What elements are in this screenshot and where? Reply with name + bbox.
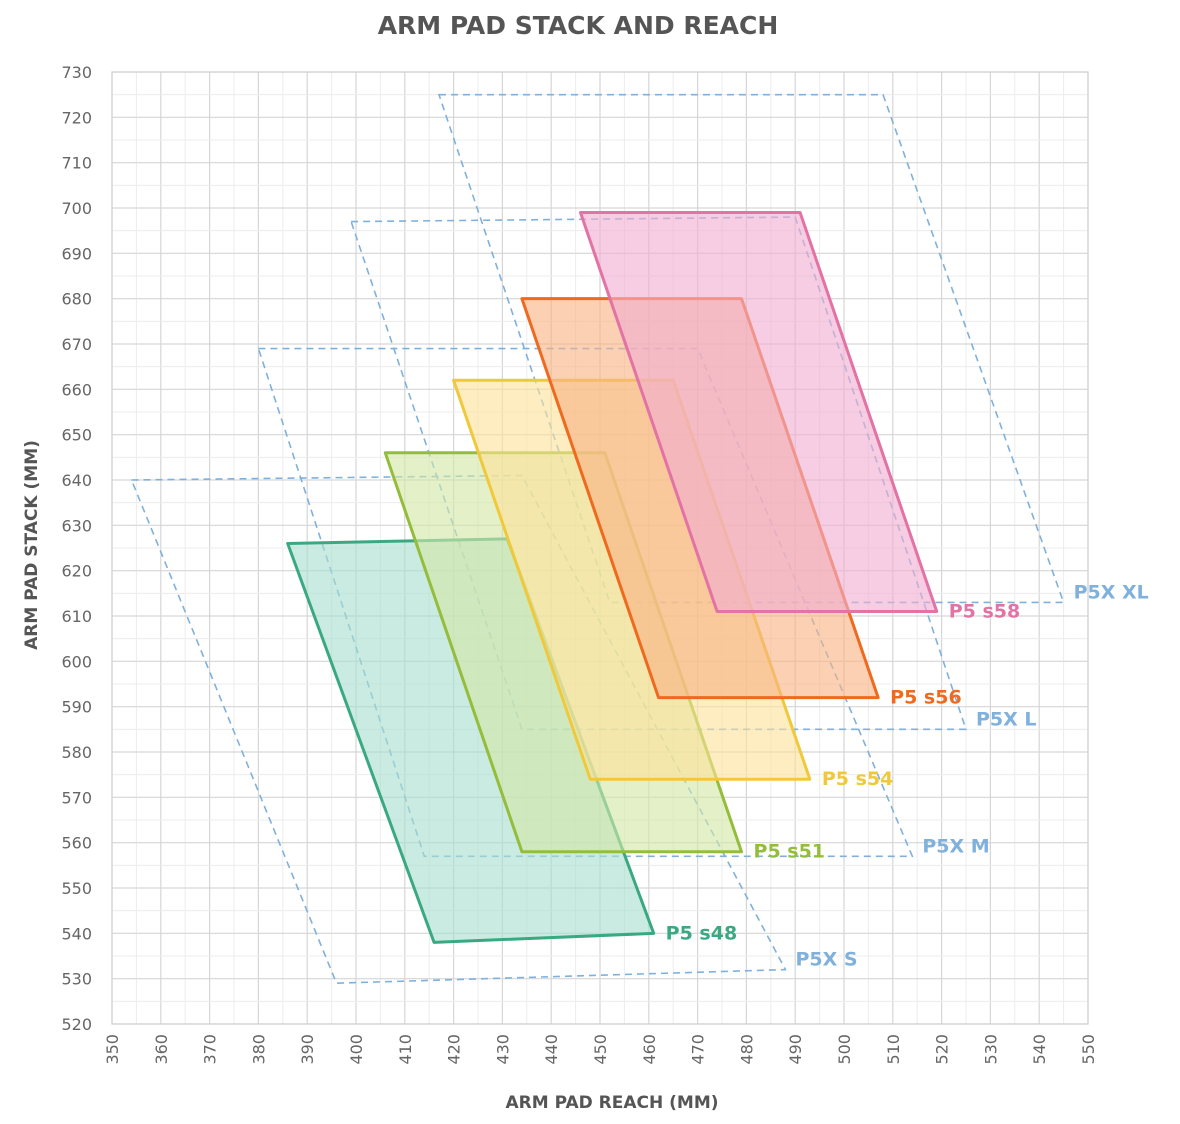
y-tick-label: 700	[61, 199, 92, 218]
y-tick-label: 530	[61, 970, 92, 989]
x-tick-label: 550	[1079, 1034, 1098, 1065]
y-tick-label: 690	[61, 244, 92, 263]
series-p5x-l	[350, 216, 968, 731]
series-label-p5x-l: P5X L	[976, 708, 1037, 730]
x-tick-label: 420	[445, 1034, 464, 1065]
x-tick-label: 450	[591, 1034, 610, 1065]
y-tick-label: 720	[61, 108, 92, 127]
series-label-p5x-xl: P5X XL	[1074, 581, 1149, 603]
x-tick-label: 490	[786, 1034, 805, 1065]
series-label-p5-s56: P5 s56	[890, 687, 962, 709]
y-tick-label: 630	[61, 516, 92, 535]
x-tick-label: 410	[396, 1034, 415, 1065]
x-tick-label: 350	[103, 1034, 122, 1065]
y-tick-label: 540	[61, 924, 92, 943]
series-label-p5-s54: P5 s54	[822, 768, 894, 790]
x-tick-label: 390	[298, 1034, 317, 1065]
x-tick-label: 480	[737, 1034, 756, 1065]
y-tick-label: 730	[61, 63, 92, 82]
x-tick-label: 520	[933, 1034, 952, 1065]
y-tick-label: 580	[61, 743, 92, 762]
x-tick-label: 460	[640, 1034, 659, 1065]
x-tick-label: 380	[249, 1034, 268, 1065]
y-tick-label: 620	[61, 562, 92, 581]
y-tick-label: 600	[61, 652, 92, 671]
x-tick-label: 360	[152, 1034, 171, 1065]
series-label-p5-s58: P5 s58	[949, 600, 1021, 622]
x-tick-label: 470	[689, 1034, 708, 1065]
y-tick-label: 660	[61, 380, 92, 399]
y-tick-label: 550	[61, 879, 92, 898]
y-tick-label: 640	[61, 471, 92, 490]
x-tick-label: 510	[884, 1034, 903, 1065]
x-tick-label: 370	[201, 1034, 220, 1065]
plot-frame	[111, 71, 1089, 1025]
y-tick-label: 560	[61, 834, 92, 853]
x-tick-label: 400	[347, 1034, 366, 1065]
series-p5-s58	[578, 211, 939, 613]
y-tick-label: 710	[61, 154, 92, 173]
series-label-p5-s48: P5 s48	[666, 922, 738, 944]
series-label-p5x-m: P5X M	[922, 835, 989, 857]
chart-title: ARM PAD STACK AND REACH	[378, 11, 779, 40]
y-tick-label: 610	[61, 607, 92, 626]
y-tick-label: 590	[61, 698, 92, 717]
y-tick-label: 520	[61, 1015, 92, 1034]
x-tick-label: 540	[1030, 1034, 1049, 1065]
y-axis-label: ARM PAD STACK (MM)	[22, 440, 42, 650]
y-tick-label: 680	[61, 290, 92, 309]
series-label-p5-s51: P5 s51	[754, 841, 826, 863]
x-tick-label: 440	[542, 1034, 561, 1065]
x-tick-label: 430	[493, 1034, 512, 1065]
y-tick-label: 650	[61, 426, 92, 445]
y-tick-label: 570	[61, 788, 92, 807]
y-tick-label: 670	[61, 335, 92, 354]
x-tick-label: 530	[981, 1034, 1000, 1065]
series-p5x-s	[130, 474, 787, 985]
x-axis-label: ARM PAD REACH (MM)	[505, 1093, 718, 1113]
series-label-p5x-s: P5X S	[795, 949, 857, 971]
x-tick-label: 500	[835, 1034, 854, 1065]
